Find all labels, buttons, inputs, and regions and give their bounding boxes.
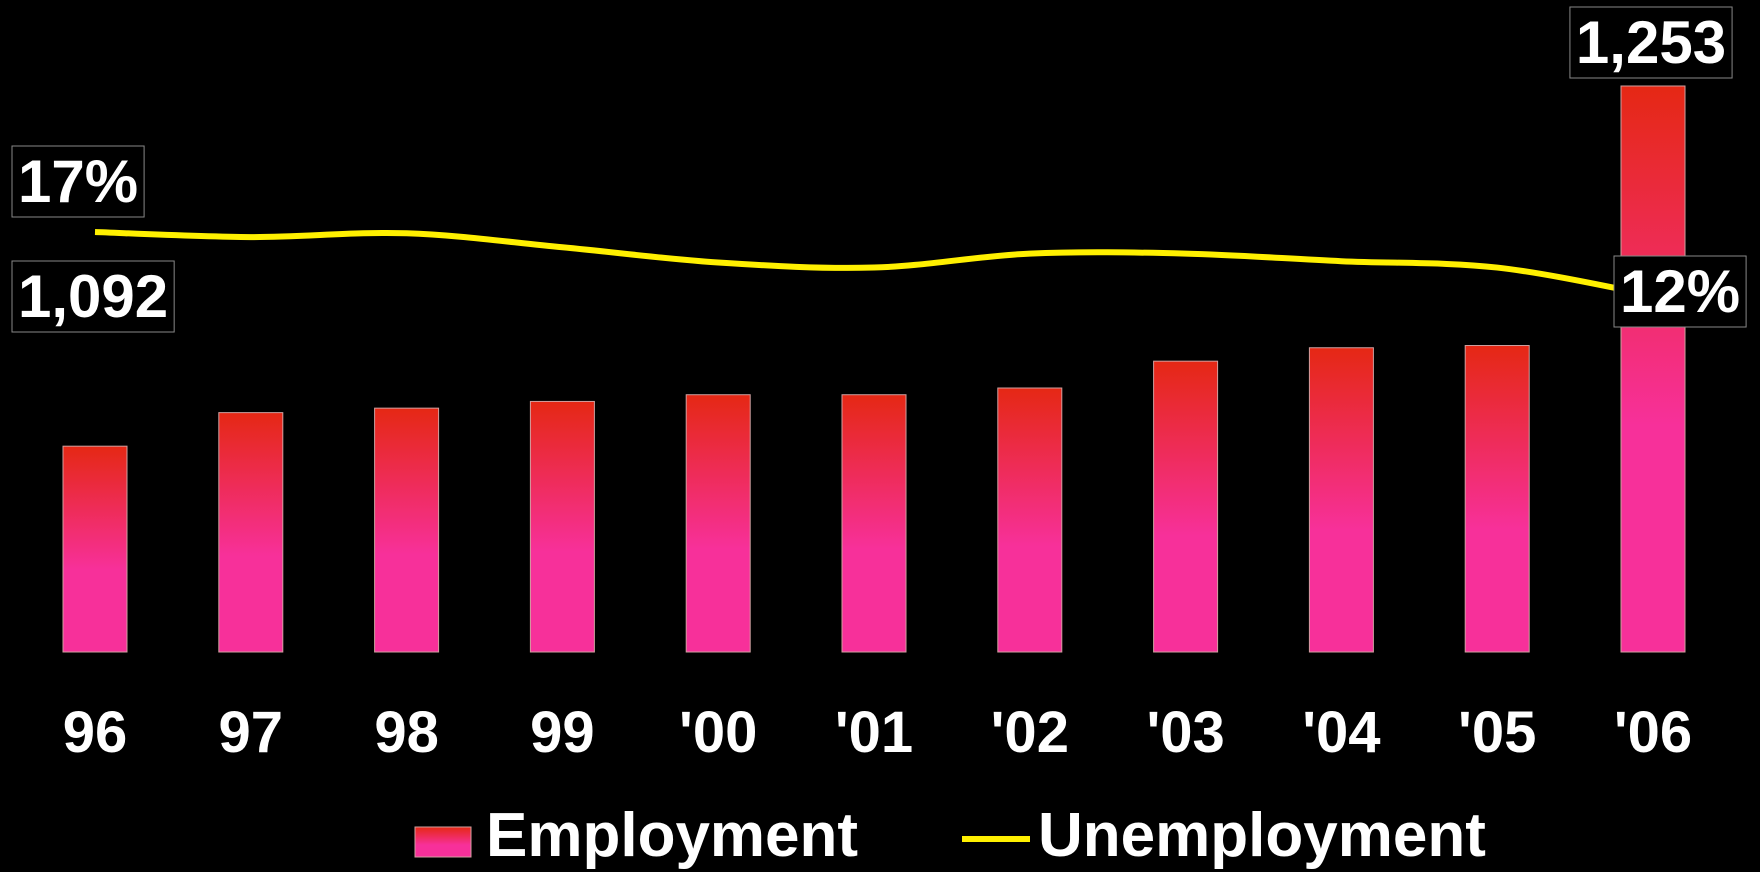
employment-bar: [1464, 345, 1530, 653]
x-tick-label: 98: [374, 700, 439, 765]
legend-employment-label: Employment: [486, 801, 858, 870]
employment-bar: [529, 400, 595, 653]
unemployment-last-label-group: 12%: [1613, 255, 1747, 328]
employment-last-label-group: 1,253: [1569, 6, 1733, 79]
employment-bar: [218, 412, 284, 653]
x-tick-label: '04: [1302, 700, 1380, 765]
legend-unemployment-label: Unemployment: [1038, 801, 1486, 870]
x-tick-label: 96: [63, 700, 128, 765]
x-tick-label: '03: [1146, 700, 1224, 765]
x-axis-tick-labels: 96 97 98 99 '00 '01 '02 '03 '04 '05 '06: [63, 700, 1692, 765]
legend-employment-swatch: [414, 826, 472, 858]
employment-bar: [1308, 347, 1374, 653]
data-labels: 17% 1,092 1,253 12%: [11, 6, 1747, 333]
employment-first-label: 1,092: [18, 263, 168, 330]
employment-bar: [841, 394, 907, 653]
employment-last-label: 1,253: [1576, 9, 1726, 76]
x-tick-label: '00: [679, 700, 757, 765]
unemployment-last-label: 12%: [1620, 258, 1740, 325]
employment-bar: [374, 407, 440, 653]
unemployment-first-label-group: 17%: [11, 145, 145, 218]
employment-bars: [62, 85, 1686, 653]
employment-bar: [997, 387, 1063, 653]
employment-bar: [1153, 360, 1219, 653]
x-tick-label: '05: [1458, 700, 1536, 765]
x-tick-label: '06: [1614, 700, 1692, 765]
x-tick-label: 97: [219, 700, 284, 765]
employment-bar: [1620, 85, 1686, 653]
unemployment-line: [94, 229, 1654, 299]
employment-bar: [685, 394, 751, 653]
employment-bar: [62, 445, 128, 653]
chart-legend: Employment Unemployment: [414, 801, 1486, 870]
x-tick-label: 99: [530, 700, 595, 765]
unemployment-line-layer: [94, 229, 1654, 299]
x-tick-label: '02: [991, 700, 1069, 765]
x-tick-label: '01: [835, 700, 913, 765]
employment-first-label-group: 1,092: [11, 260, 175, 333]
unemployment-first-label: 17%: [18, 148, 138, 215]
